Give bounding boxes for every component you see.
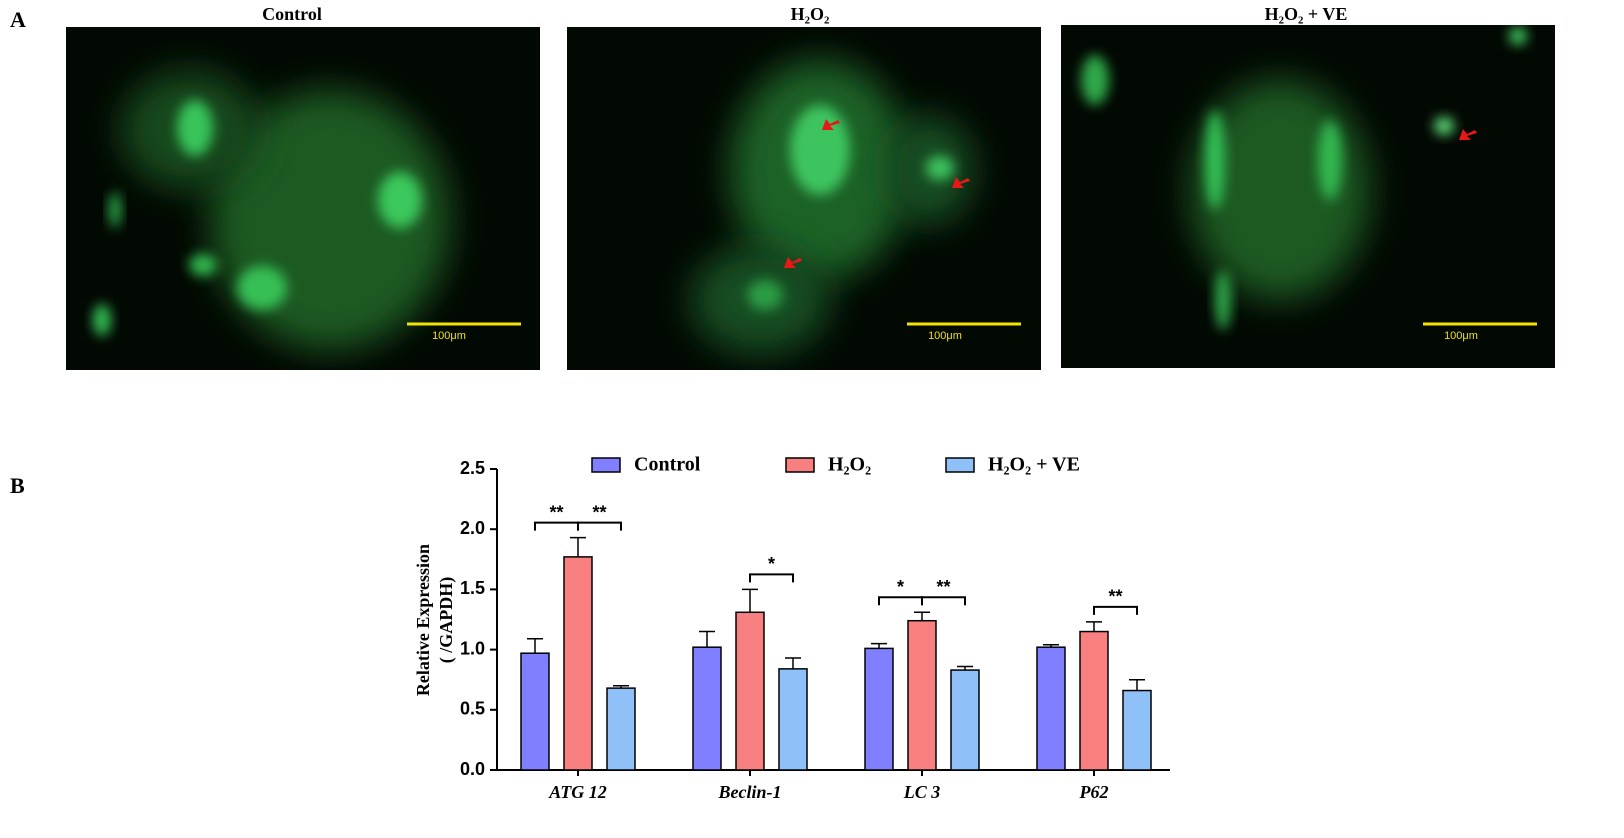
y-tick-label: 0.0 [460,759,485,779]
bar [778,668,808,771]
bar [1079,630,1109,771]
error-bar [699,630,715,648]
error-bar [527,638,543,654]
panel-label: A [10,7,26,32]
y-axis-title: ( /GAPDH) [436,577,457,663]
error-bar [742,588,758,613]
bar [735,611,765,771]
scale-bar-label: 100μm [432,330,466,342]
legend-label: Control [634,454,701,476]
significance-label: * [768,554,775,574]
scale-bar-label: 100μm [1444,330,1478,342]
bar [1122,689,1152,771]
significance-bracket [749,573,794,583]
image-title: H₂O₂ + VE [1265,4,1348,24]
error-bar [1129,678,1145,691]
image-title: Control [262,4,322,24]
error-bar [785,657,801,669]
error-bar [1086,621,1102,632]
legend-swatch [945,457,975,473]
y-tick-label: 0.5 [460,699,485,719]
micrograph [567,27,1041,370]
bar [692,646,722,771]
error-bar [957,665,973,671]
bar [606,687,636,771]
significance-label: ** [592,502,606,522]
y-tick-label: 1.0 [460,638,485,658]
bar [907,619,937,771]
bar [563,556,593,771]
bar [864,647,894,771]
significance-label: * [897,577,904,597]
significance-bracket [534,521,579,531]
significance-bracket [878,596,923,606]
significance-label: ** [1108,587,1122,607]
micrograph [1061,25,1555,368]
bar [950,669,980,771]
legend-label: H₂O₂ + VE [988,454,1080,476]
x-tick-label: P62 [1079,782,1109,802]
error-bar [914,611,930,621]
significance-bracket [577,521,622,531]
bar-chart: 0.0 0.5 1.0 1.5 2.0 2.5 Relative Expression( /… [413,454,1170,802]
y-tick-label: 2.0 [460,518,485,538]
micrograph [66,27,540,370]
error-bar [570,536,586,557]
error-bar [1043,644,1059,648]
panel-label: B [10,473,25,498]
x-tick-label: ATG 12 [548,782,607,802]
y-axis-title: Relative Expression [413,544,433,696]
error-bar [613,684,629,689]
significance-bracket [1093,605,1138,615]
image-title: H₂O₂ [791,4,830,24]
bar [520,652,550,771]
significance-label: ** [549,502,563,522]
legend-swatch [591,457,621,473]
y-tick-label: 1.5 [460,578,485,598]
significance-bracket [921,596,966,606]
error-bar [871,642,887,649]
y-tick-label: 2.5 [460,458,485,478]
significance-label: ** [936,577,950,597]
legend-label: H₂O₂ [828,454,871,476]
bar [1036,646,1066,771]
x-tick-label: LC 3 [903,782,941,802]
scale-bar-label: 100μm [928,330,962,342]
legend-swatch [785,457,815,473]
x-tick-label: Beclin-1 [718,782,782,802]
